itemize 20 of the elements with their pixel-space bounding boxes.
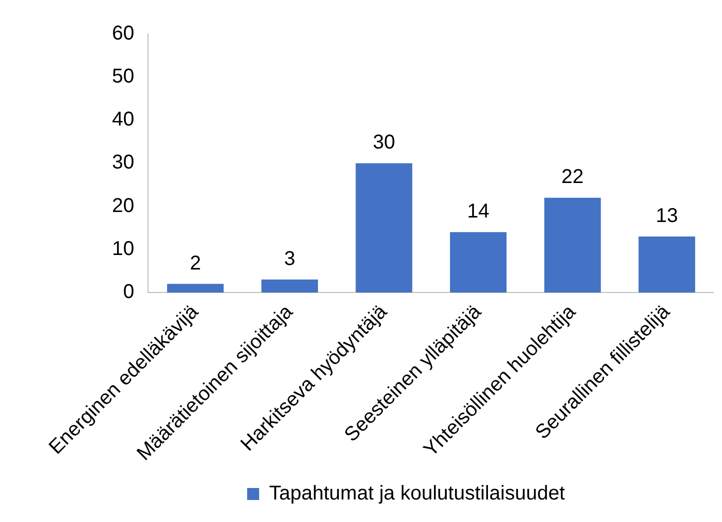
data-label: 30	[372, 132, 396, 154]
data-label: 2	[190, 252, 201, 274]
bar	[638, 236, 696, 292]
y-tick-label: 40	[112, 108, 134, 131]
bar	[261, 280, 318, 292]
data-label: 14	[467, 200, 490, 223]
bar	[167, 284, 224, 292]
y-tick-label: 30	[112, 152, 134, 174]
data-label: 13	[656, 204, 678, 227]
bar	[544, 198, 601, 292]
bar	[356, 163, 412, 292]
y-tick-label: 0	[123, 280, 134, 303]
data-label: 3	[284, 248, 296, 270]
y-tick-label: 60	[112, 22, 134, 45]
data-label: 22	[561, 166, 584, 188]
bar	[450, 232, 507, 292]
y-tick-label: 20	[112, 194, 134, 217]
legend-label: Tapahtumat ja koulutustilaisuudet	[269, 482, 566, 505]
y-tick-label: 50	[112, 66, 134, 88]
y-tick-label: 10	[112, 238, 134, 260]
